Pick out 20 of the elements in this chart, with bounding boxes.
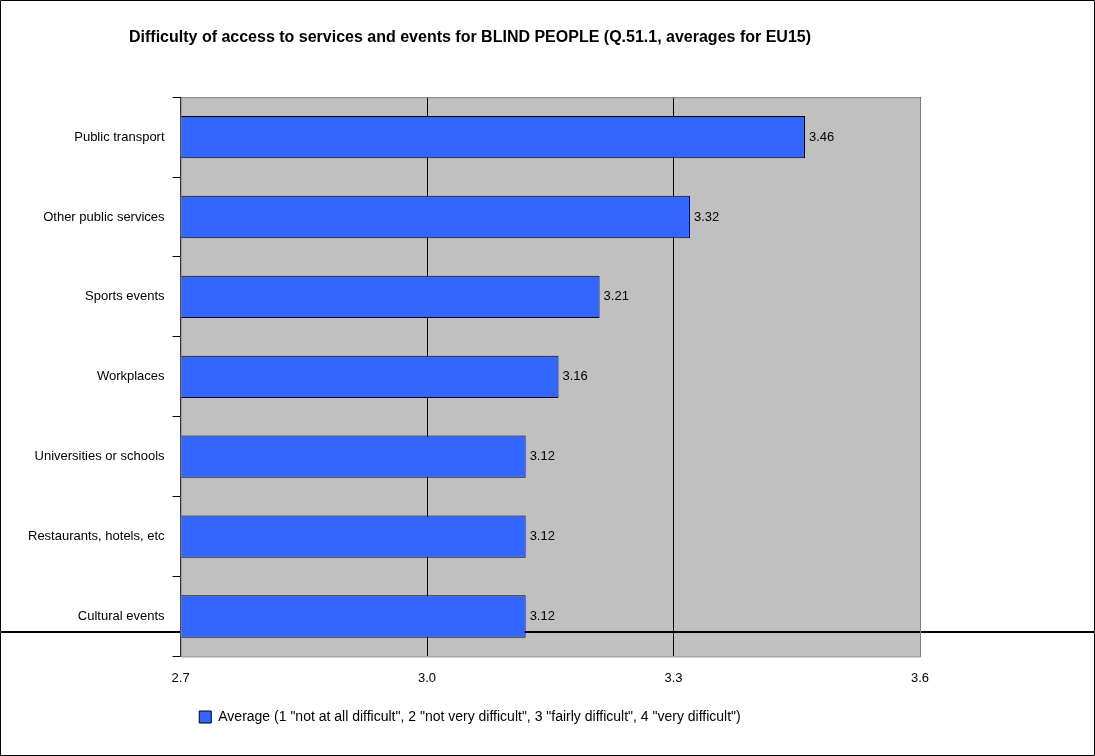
legend-label: Average (1 "not at all difficult", 2 "not very difficult", 3 "fairly difficult", 4 "very difficult") [218,707,741,724]
y-tick-label: Workplaces [96,368,166,384]
data-label: 3.32 [693,208,720,224]
data-label: 3.46 [808,128,835,144]
y-tick-label: Other public services [43,208,166,224]
y-tick-label: Cultural events [77,608,166,624]
x-tick-label: 3.3 [664,669,683,685]
y-tick-label: Restaurants, hotels, etc [27,528,166,544]
data-label: 3.21 [603,288,629,304]
data-label: 3.12 [529,448,555,464]
y-tick-label: Universities or schools [34,448,166,464]
data-label: 3.16 [562,368,588,384]
x-tick-label: 3.0 [418,669,437,685]
y-tick-label: Public transport [74,128,165,144]
data-label: 3.12 [529,528,555,544]
x-tick-label: 2.7 [171,669,190,685]
chart-title: Difficulty of access to services and events for BLIND PEOPLE (Q.51.1, averages for EU15) [128,28,812,46]
y-tick-label: Sports events [85,288,166,304]
data-label: 3.12 [529,608,555,624]
x-tick-label: 3.6 [910,669,930,685]
